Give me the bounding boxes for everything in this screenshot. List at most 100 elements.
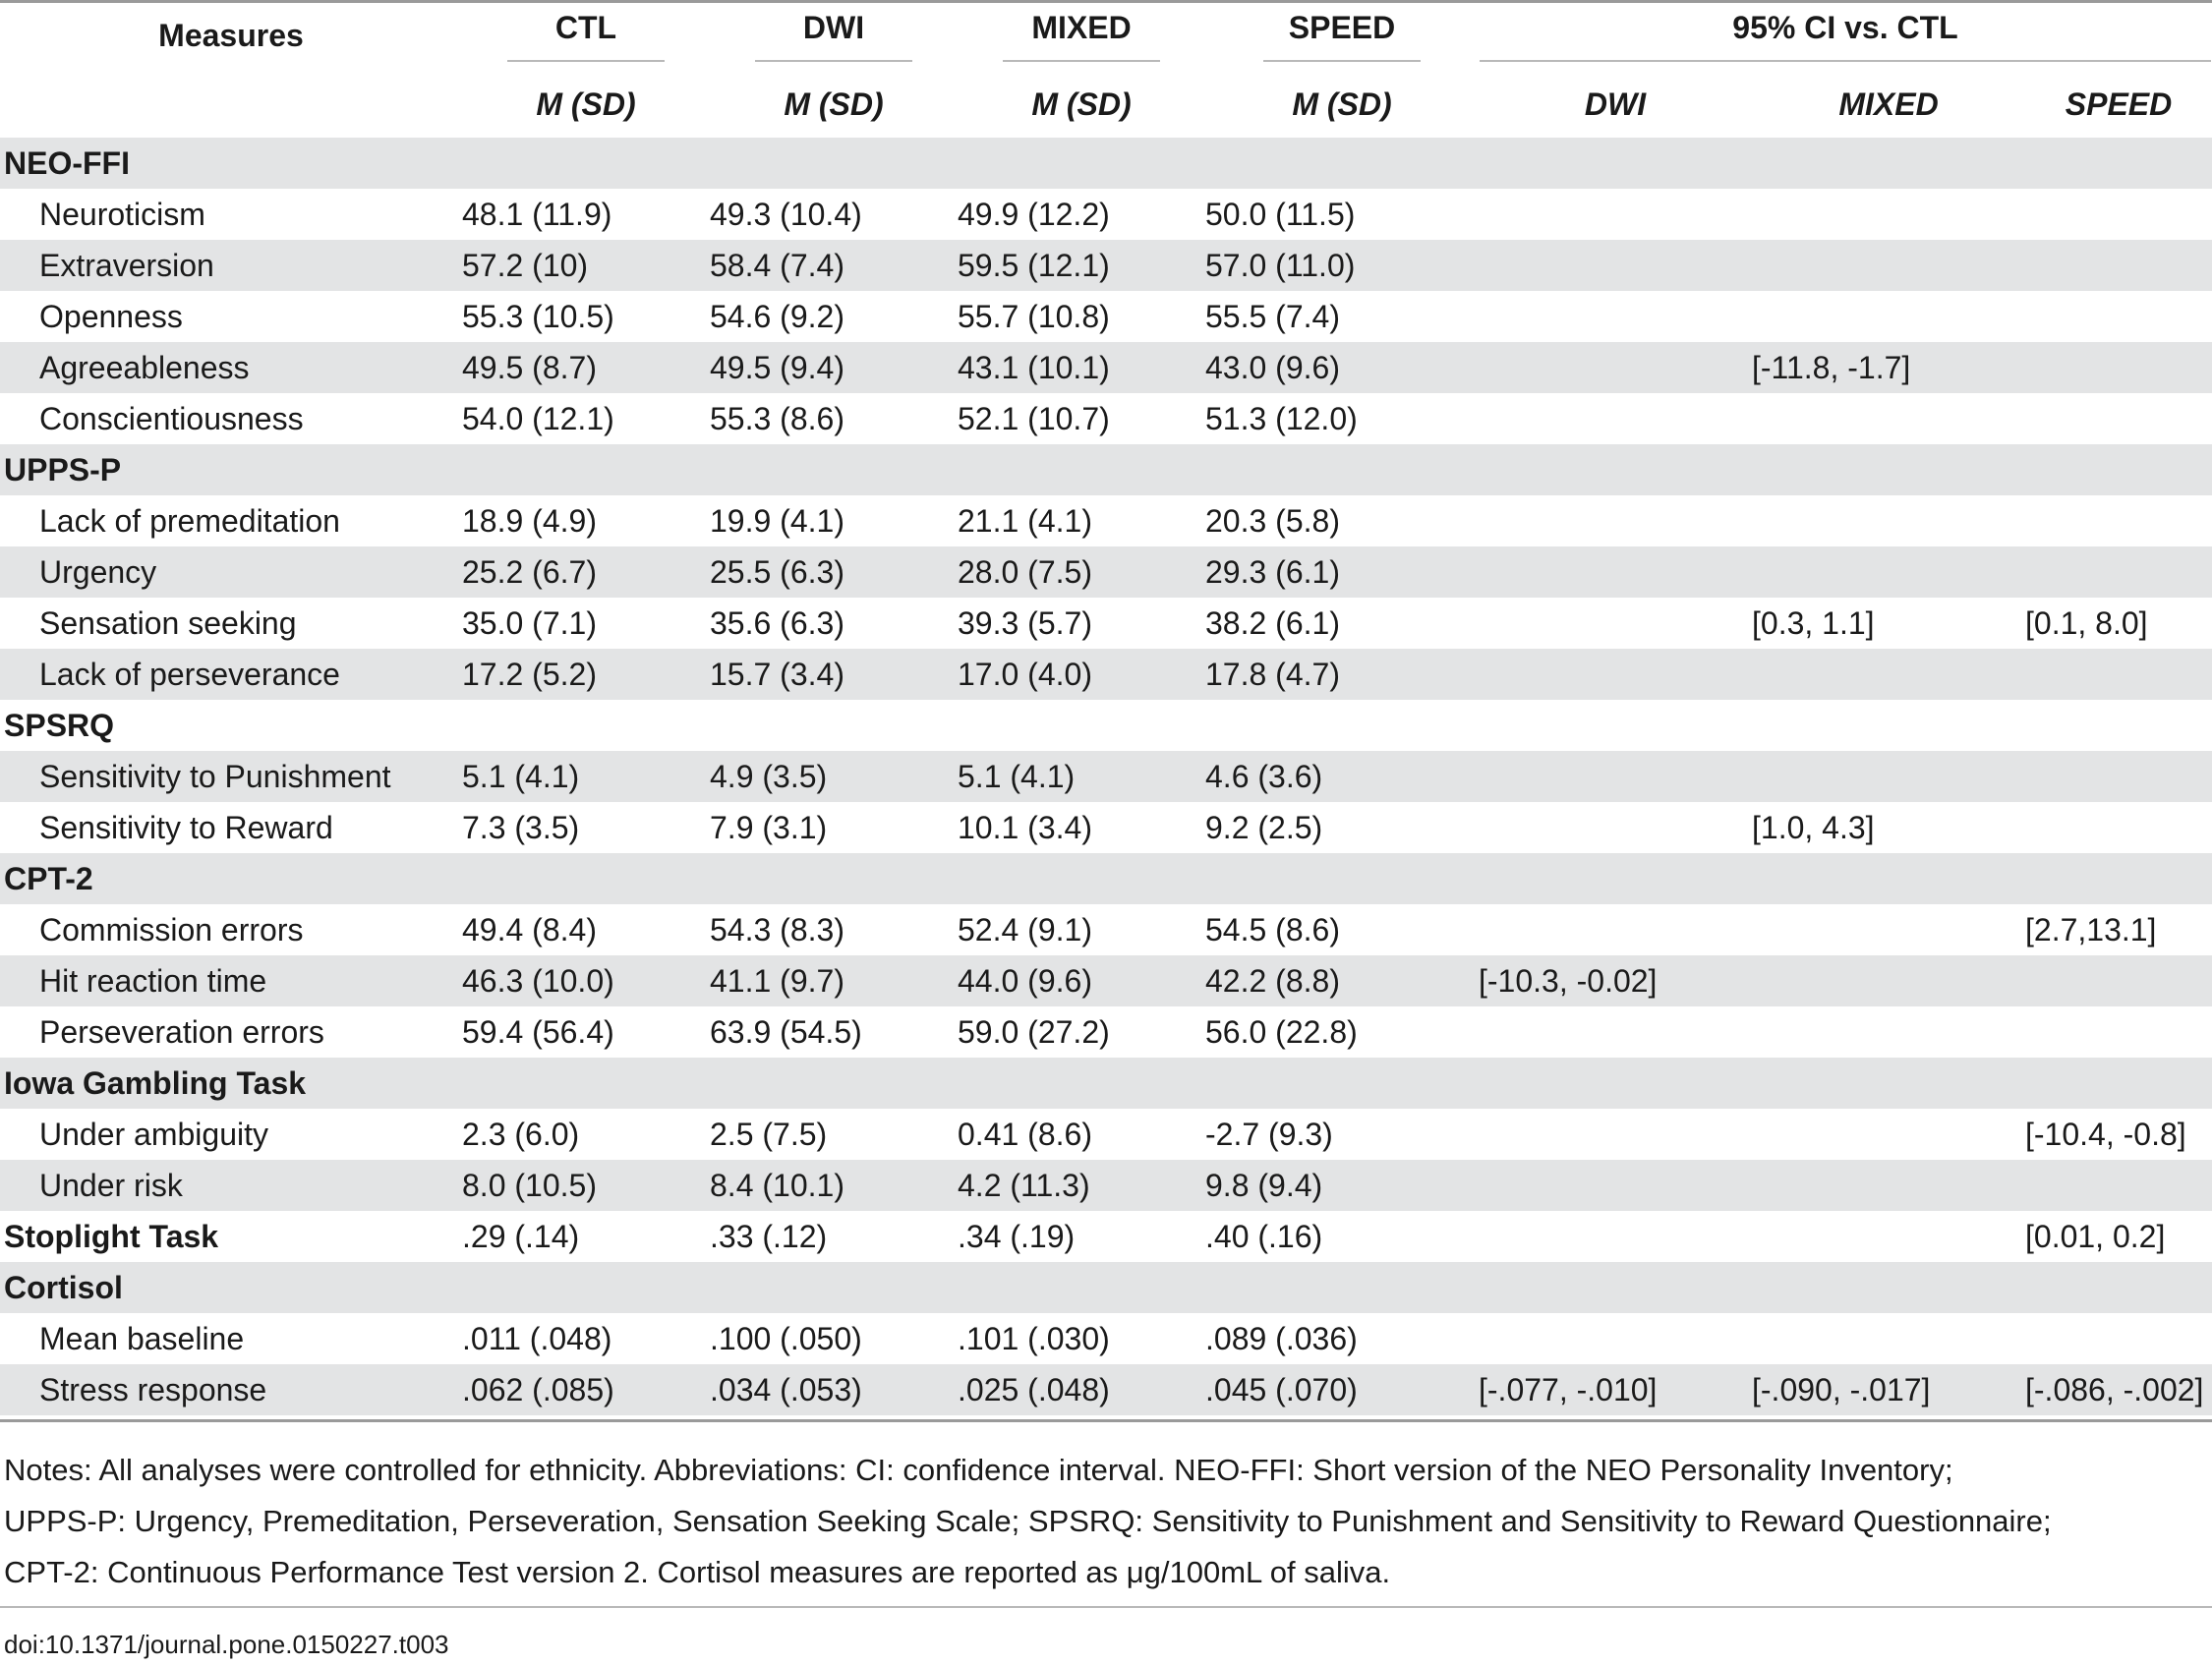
ci-header-dwi: DWI (1584, 86, 1647, 122)
stat-header-mixed: M (SD) (1031, 86, 1132, 122)
ci-cell-speed (2025, 138, 2212, 189)
header-row-stats: M (SD) M (SD) M (SD) M (SD) DWI MIXED SP… (0, 71, 2212, 138)
group-label-cell: Cortisol (0, 1262, 462, 1313)
value-cell-dwi (710, 1262, 958, 1313)
value-cell-dwi: 7.9 (3.1) (710, 809, 828, 845)
ci-cell-dwi (1479, 546, 1752, 598)
ci-cell-mixed (1752, 1109, 2025, 1160)
ci-cell-dwi (1479, 751, 1752, 802)
ci-cell-speed: [-10.4, -0.8] (2025, 1116, 2186, 1152)
table-row: Urgency 25.2 (6.7) 25.5 (6.3) 28.0 (7.5) 29.… (0, 546, 2212, 598)
table-row: Perseveration errors 59.4 (56.4) 63.9 (54.… (0, 1006, 2212, 1058)
value-cell-dwi: .100 (.050) (710, 1320, 862, 1356)
value-cell-ctl: 49.4 (8.4) (462, 911, 597, 947)
measure-label-cell: Commission errors (0, 904, 462, 955)
value-cell-mixed: 4.2 (11.3) (958, 1160, 1205, 1211)
table-row: Sensitivity to Reward 7.3 (3.5) 7.9 (3.1) 1… (0, 802, 2212, 853)
ci-cell-speed (2025, 1160, 2212, 1211)
stat-header-speed: M (SD) (1292, 86, 1392, 122)
value-cell-speed: 9.2 (2.5) (1205, 809, 1323, 845)
group-header-speed: SPEED (1205, 0, 1479, 71)
measure-label-cell: Hit reaction time (0, 955, 462, 1006)
value-cell-mixed (958, 700, 1205, 751)
ci-cell-dwi (1479, 1262, 1752, 1313)
header-row-groups: Measures CTL DWI MIXED SPEED 95% CI vs. … (0, 0, 2212, 71)
table-row: Cortisol (0, 1262, 2212, 1313)
group-label: NEO-FFI (4, 144, 130, 181)
group-label: SPSRQ (4, 707, 115, 743)
measure-label: Under risk (39, 1167, 183, 1203)
value-cell-mixed (958, 1262, 1205, 1313)
measure-label: Neuroticism (39, 196, 205, 232)
value-cell-ctl: 7.3 (3.5) (462, 809, 580, 845)
value-cell-mixed (958, 444, 1205, 495)
ci-cell-speed (2025, 1262, 2212, 1313)
ci-cell-speed (2025, 853, 2212, 904)
table-row: Commission errors 49.4 (8.4) 54.3 (8.3) 52.… (0, 904, 2212, 955)
group-header-mixed: MIXED (958, 0, 1205, 71)
ci-cell-speed (2025, 444, 2212, 495)
measure-label: Urgency (39, 553, 157, 590)
measure-label-cell: Urgency (0, 546, 462, 598)
measure-label: Sensation seeking (39, 604, 297, 641)
ci-cell-mixed: [0.3, 1.1] (1752, 604, 1875, 641)
value-cell-ctl (462, 444, 710, 495)
measure-label-cell: Mean baseline (0, 1313, 462, 1364)
value-cell-mixed: 17.0 (4.0) (958, 649, 1205, 700)
value-cell-dwi: 58.4 (7.4) (710, 240, 958, 291)
ci-cell-mixed (1752, 1058, 2025, 1109)
value-cell-dwi: 49.5 (9.4) (710, 342, 958, 393)
group-label: UPPS-P (4, 451, 122, 488)
value-cell-speed: 4.6 (3.6) (1205, 751, 1479, 802)
value-cell-mixed: 0.41 (8.6) (958, 1116, 1092, 1152)
value-cell-mixed: .34 (.19) (958, 1218, 1076, 1254)
value-cell-dwi: 25.5 (6.3) (710, 546, 958, 598)
ci-cell-speed: [2.7,13.1] (2025, 911, 2157, 947)
value-cell-ctl: 18.9 (4.9) (462, 502, 597, 539)
ci-cell-speed (2025, 495, 2212, 546)
ci-cell-dwi (1479, 189, 1752, 240)
value-cell-dwi: 4.9 (3.5) (710, 751, 958, 802)
value-cell-mixed: 44.0 (9.6) (958, 955, 1205, 1006)
value-cell-ctl: 46.3 (10.0) (462, 955, 710, 1006)
ci-cell-mixed: [-.090, -.017] (1752, 1364, 2025, 1415)
value-cell-ctl: 5.1 (4.1) (462, 751, 710, 802)
ci-cell-mixed (1752, 853, 2025, 904)
group-label: Iowa Gambling Task (4, 1064, 307, 1101)
group-label: CPT-2 (4, 860, 93, 896)
table-row: Extraversion 57.2 (10) 58.4 (7.4) 59.5 (12.… (0, 240, 2212, 291)
value-cell-speed: 42.2 (8.8) (1205, 955, 1479, 1006)
measure-label: Stress response (39, 1371, 267, 1407)
ci-cell-mixed (1752, 240, 2025, 291)
value-cell-speed (1205, 1058, 1479, 1109)
measure-label-cell: Agreeableness (0, 342, 462, 393)
value-cell-speed: .089 (.036) (1205, 1320, 1358, 1356)
table-row: Hit reaction time 46.3 (10.0) 41.1 (9.7) 44… (0, 955, 2212, 1006)
results-table: Measures CTL DWI MIXED SPEED 95% CI vs. … (0, 0, 2212, 1415)
value-cell-ctl: 8.0 (10.5) (462, 1160, 710, 1211)
value-cell-speed: 51.3 (12.0) (1205, 400, 1358, 436)
table-row: Conscientiousness 54.0 (12.1) 55.3 (8.6) 52… (0, 393, 2212, 444)
value-cell-dwi: 54.3 (8.3) (710, 911, 844, 947)
value-cell-ctl: 57.2 (10) (462, 240, 710, 291)
table-body: NEO-FFI Neuroticism 48.1 (11.9) 49.3 (10.4)… (0, 138, 2212, 1415)
ci-cell-speed (2025, 291, 2212, 342)
value-cell-speed (1205, 1262, 1479, 1313)
value-cell-mixed: 21.1 (4.1) (958, 502, 1092, 539)
value-cell-ctl: 59.4 (56.4) (462, 1013, 614, 1050)
stat-header-ctl: M (SD) (536, 86, 636, 122)
value-cell-ctl (462, 1262, 710, 1313)
table-row: Lack of perseverance 17.2 (5.2) 15.7 (3.4)… (0, 649, 2212, 700)
ci-cell-speed (2025, 546, 2212, 598)
table-row: CPT-2 (0, 853, 2212, 904)
ci-cell-dwi (1479, 700, 1752, 751)
table-row: Under risk 8.0 (10.5) 8.4 (10.1) 4.2 (11.3)… (0, 1160, 2212, 1211)
ci-cell-mixed (1752, 700, 2025, 751)
ci-cell-mixed: [-11.8, -1.7] (1752, 342, 2025, 393)
value-cell-ctl: .29 (.14) (462, 1218, 580, 1254)
ci-cell-speed (2025, 189, 2212, 240)
group-header-ctl: CTL (462, 0, 710, 71)
ci-cell-speed (2025, 240, 2212, 291)
ci-header-speed: SPEED (2065, 86, 2173, 122)
